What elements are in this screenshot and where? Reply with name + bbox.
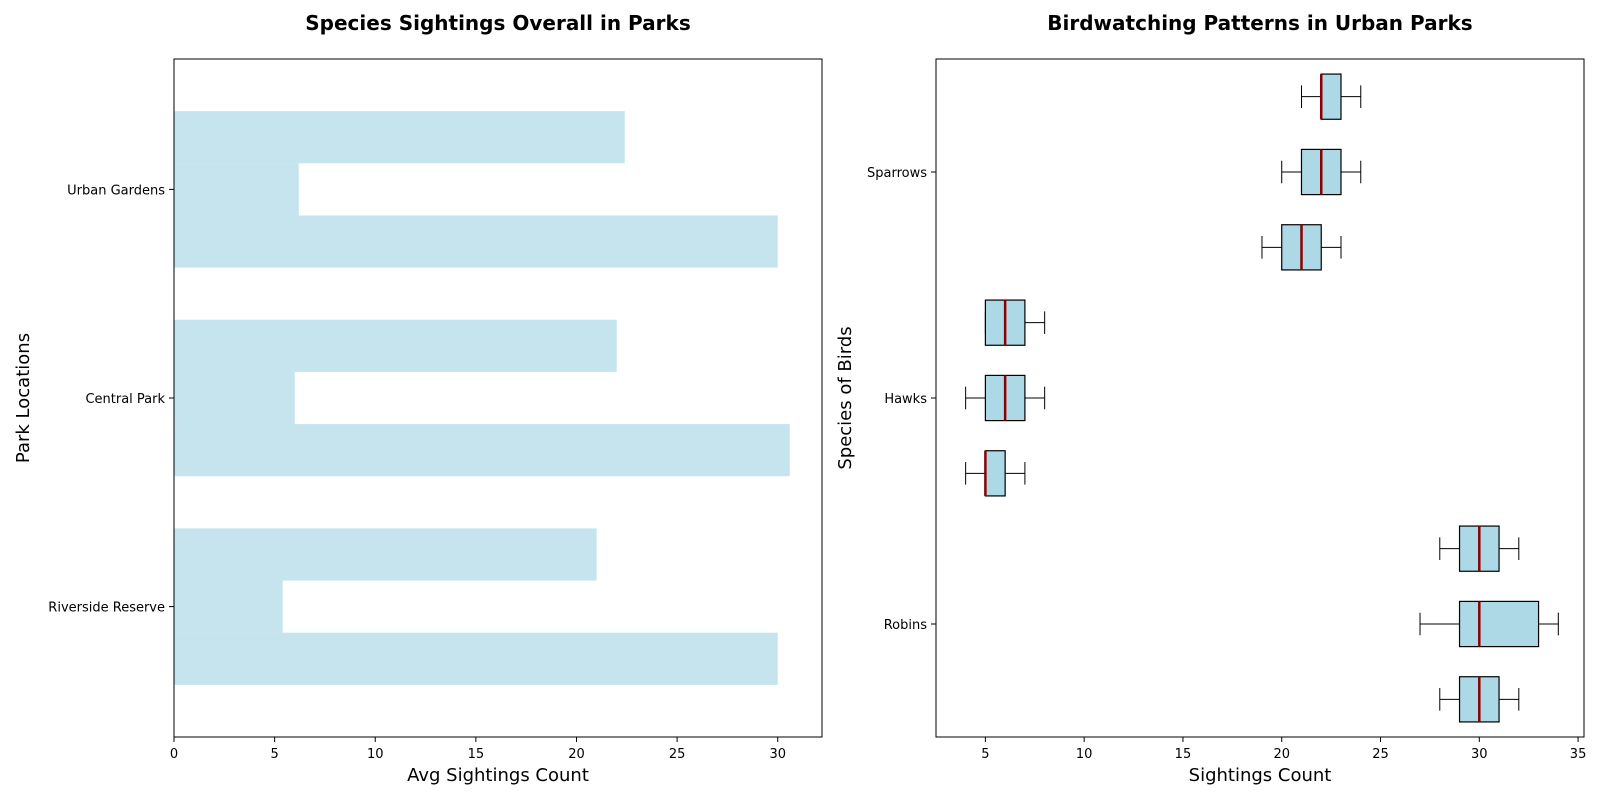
box-iqr [1320,73,1342,120]
y-tick-label-urban-gardens: Urban Gardens [67,183,165,198]
x-tick-label: 10 [367,747,384,762]
box-robins-1 [1439,676,1520,723]
box-sparrows-9 [1300,73,1362,120]
box-plot-y-axis-label: Species of Birds [835,326,856,469]
box-plot-title: Birdwatching Patterns in Urban Parks [1047,11,1472,35]
bar-riverside-reserve-hawks [174,580,283,633]
box-robins-3 [1439,525,1520,572]
box-hawks-6 [984,299,1046,346]
bar-chart-title: Species Sightings Overall in Parks [305,11,690,35]
box-iqr [984,450,1006,497]
y-tick-label-robins: Robins [884,618,928,633]
x-tick-label: 15 [1175,747,1192,762]
bar-chart-bars [174,111,790,685]
bar-chart-y-axis-label: Park Locations [13,333,34,463]
y-tick-label-sparrows: Sparrows [867,166,927,181]
bar-urban-gardens-robins [174,215,778,268]
x-tick-label: 25 [1372,747,1389,762]
bar-central-park-robins [174,424,790,477]
x-tick-label: 5 [981,747,989,762]
x-tick-label: 20 [1273,747,1290,762]
bar-chart-x-ticks: 0 5 10 15 20 25 30 [170,737,786,762]
x-tick-label: 10 [1076,747,1093,762]
x-tick-label: 20 [568,747,585,762]
box-plot-x-ticks: 5 10 15 20 25 30 35 [981,737,1586,762]
y-tick-label-central-park: Central Park [85,392,165,407]
box-hawks-4 [965,450,1026,497]
x-tick-label: 30 [769,747,786,762]
x-tick-label: 15 [468,747,485,762]
bar-chart: Species Sightings Overall in Parks 0 5 10 1… [13,11,823,786]
bar-chart-y-ticks: Riverside Reserve Central Park Urban Garde… [48,183,174,616]
box-sparrows-8 [1281,148,1362,196]
box-sparrows-7 [1261,224,1342,271]
box-plot-boxes [965,73,1559,723]
x-tick-label: 0 [170,747,178,762]
bar-chart-x-axis-label: Avg Sightings Count [407,765,589,786]
y-tick-label-hawks: Hawks [884,392,927,407]
box-plot-chart: Birdwatching Patterns in Urban Parks 5 10… [835,11,1586,786]
x-tick-label: 25 [669,747,686,762]
box-hawks-5 [965,374,1046,422]
x-tick-label: 5 [270,747,278,762]
box-robins-2 [1419,600,1559,648]
y-tick-label-riverside-reserve: Riverside Reserve [48,601,165,616]
box-iqr [1458,600,1540,648]
x-tick-label: 35 [1570,747,1587,762]
bar-riverside-reserve-sparrows [174,528,597,581]
bar-central-park-hawks [174,371,295,425]
box-plot-x-axis-label: Sightings Count [1189,765,1332,786]
x-tick-label: 30 [1471,747,1488,762]
bar-central-park-sparrows [174,319,617,372]
box-plot-y-ticks: Robins Hawks Sparrows [867,166,936,633]
bar-urban-gardens-hawks [174,163,299,216]
bar-urban-gardens-sparrows [174,111,625,164]
bar-riverside-reserve-robins [174,632,778,685]
